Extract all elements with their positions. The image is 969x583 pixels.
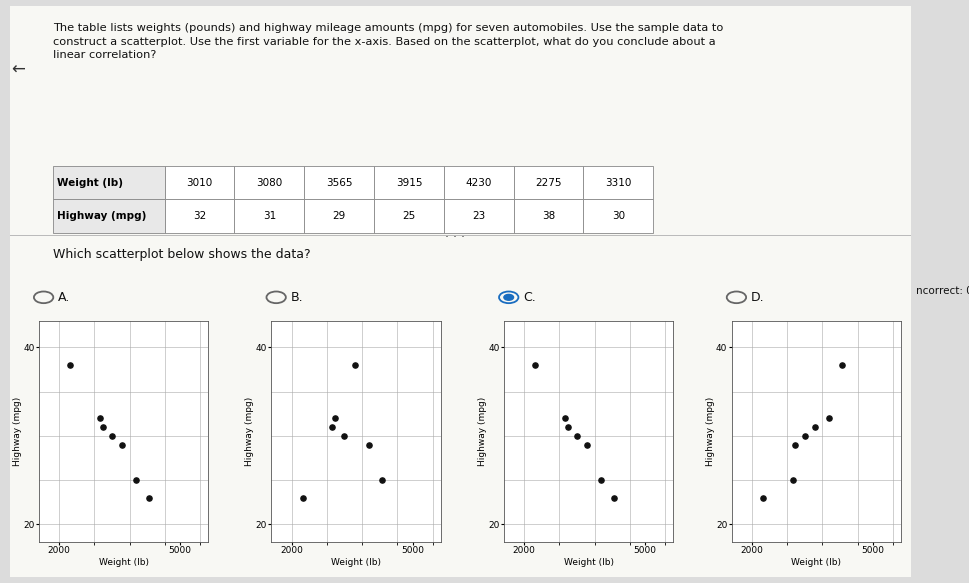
Text: 30: 30 <box>611 211 625 221</box>
Point <box>797 431 812 441</box>
Text: Which scatterplot below shows the data?: Which scatterplot below shows the data? <box>53 248 311 261</box>
Point <box>361 440 377 449</box>
Y-axis label: Highway (mpg): Highway (mpg) <box>478 397 487 466</box>
Text: 3565: 3565 <box>326 178 353 188</box>
Point <box>141 493 157 503</box>
Point <box>129 476 144 485</box>
Point <box>560 422 576 431</box>
X-axis label: Weight (lb): Weight (lb) <box>331 558 381 567</box>
Point <box>95 422 110 431</box>
Text: B.: B. <box>291 291 303 304</box>
Point <box>62 360 78 370</box>
Text: 3010: 3010 <box>186 178 213 188</box>
Point <box>92 413 108 423</box>
Text: 32: 32 <box>193 211 206 221</box>
Y-axis label: Highway (mpg): Highway (mpg) <box>245 397 255 466</box>
Point <box>328 413 343 423</box>
Text: A.: A. <box>58 291 71 304</box>
Text: Weight (lb): Weight (lb) <box>57 178 123 188</box>
Point <box>788 440 803 449</box>
Point <box>607 493 622 503</box>
Text: . . .: . . . <box>446 227 465 240</box>
Point <box>755 493 770 503</box>
Point <box>569 431 584 441</box>
Point <box>557 413 573 423</box>
Point <box>325 422 340 431</box>
Text: 3080: 3080 <box>256 178 283 188</box>
Y-axis label: Highway (mpg): Highway (mpg) <box>13 397 22 466</box>
Text: 3310: 3310 <box>605 178 632 188</box>
Text: 25: 25 <box>402 211 416 221</box>
Text: 2275: 2275 <box>535 178 562 188</box>
X-axis label: Weight (lb): Weight (lb) <box>564 558 613 567</box>
Text: 23: 23 <box>472 211 485 221</box>
Point <box>374 476 390 485</box>
Text: Highway (mpg): Highway (mpg) <box>57 211 146 221</box>
Point <box>807 422 823 431</box>
Text: 38: 38 <box>542 211 555 221</box>
Text: ncorrect: 0: ncorrect: 0 <box>916 286 969 297</box>
Point <box>594 476 610 485</box>
X-axis label: Weight (lb): Weight (lb) <box>792 558 841 567</box>
Text: 4230: 4230 <box>465 178 492 188</box>
Text: D.: D. <box>751 291 765 304</box>
Point <box>114 440 130 449</box>
Text: 29: 29 <box>332 211 346 221</box>
Point <box>785 476 800 485</box>
X-axis label: Weight (lb): Weight (lb) <box>99 558 148 567</box>
Y-axis label: Highway (mpg): Highway (mpg) <box>705 397 715 466</box>
Point <box>822 413 837 423</box>
Text: C.: C. <box>523 291 536 304</box>
Text: The table lists weights (pounds) and highway mileage amounts (mpg) for seven aut: The table lists weights (pounds) and hig… <box>53 23 724 59</box>
Text: 31: 31 <box>263 211 276 221</box>
Point <box>527 360 543 370</box>
Point <box>579 440 595 449</box>
Point <box>295 493 310 503</box>
Point <box>104 431 119 441</box>
Point <box>336 431 352 441</box>
Point <box>347 360 362 370</box>
Text: ←: ← <box>12 61 25 79</box>
Text: 3915: 3915 <box>395 178 422 188</box>
Point <box>834 360 850 370</box>
